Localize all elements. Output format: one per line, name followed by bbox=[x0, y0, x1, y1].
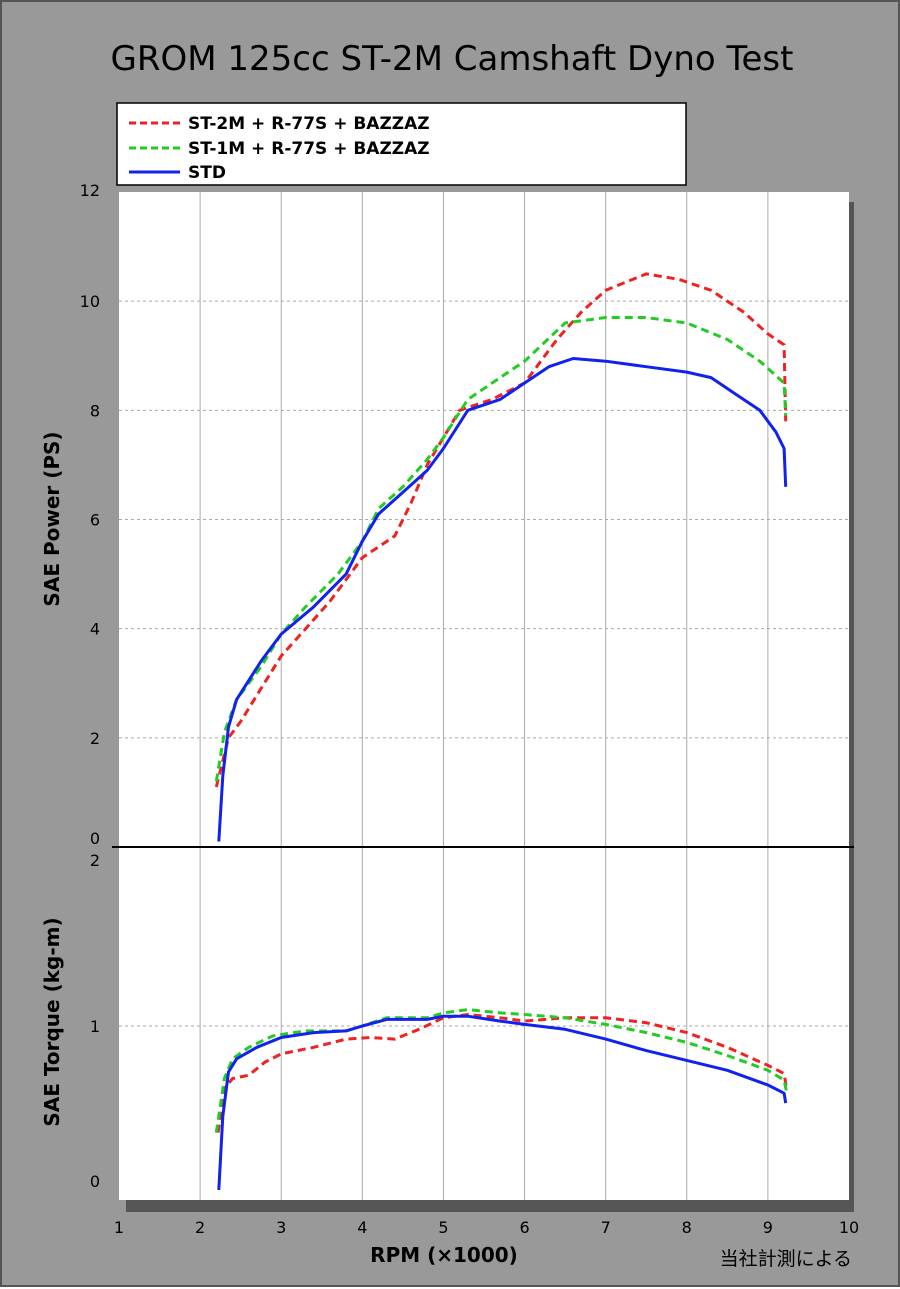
y-tick-label-power: 4 bbox=[90, 620, 100, 639]
x-tick-label: 10 bbox=[839, 1218, 859, 1237]
series-lines bbox=[214, 272, 788, 1191]
torque-axis-title: SAE Torque (kg-m) bbox=[40, 917, 64, 1126]
power-axis-title: SAE Power (PS) bbox=[40, 431, 64, 606]
legend-label-std: STD bbox=[188, 163, 226, 183]
torque-series-2 bbox=[217, 1014, 788, 1191]
legend-box bbox=[116, 102, 687, 186]
legend: ST-2M + R-77S + BAZZAZ ST-1M + R-77S + B… bbox=[116, 102, 687, 186]
plot-area bbox=[119, 192, 849, 1200]
x-axis-title: RPM (×1000) bbox=[370, 1243, 518, 1267]
y-tick-label-power: 0 bbox=[90, 829, 100, 848]
x-tick-label: 9 bbox=[763, 1218, 773, 1237]
y-tick-label-torque: 1 bbox=[90, 1017, 100, 1036]
chart-title: GROM 125cc ST-2M Camshaft Dyno Test bbox=[111, 39, 794, 79]
y-tick-label-torque: 2 bbox=[90, 851, 100, 870]
x-tick-label: 4 bbox=[357, 1218, 367, 1237]
x-tick-label: 6 bbox=[519, 1218, 529, 1237]
y-tick-label-power: 2 bbox=[90, 729, 100, 748]
grid-lines bbox=[119, 192, 849, 1200]
y-tick-label-power: 8 bbox=[90, 401, 100, 420]
x-tick-label: 3 bbox=[276, 1218, 286, 1237]
x-tick-label: 1 bbox=[114, 1218, 124, 1237]
y-tick-label-torque: 0 bbox=[90, 1172, 100, 1191]
torque-series-1 bbox=[214, 1008, 788, 1133]
x-tick-label: 2 bbox=[195, 1218, 205, 1237]
y-tick-label-power: 12 bbox=[80, 181, 100, 200]
y-tick-label-power: 10 bbox=[80, 292, 100, 311]
measurement-note: 当社計測による bbox=[720, 1248, 852, 1270]
x-tick-label: 8 bbox=[682, 1218, 692, 1237]
y-tick-label-power: 6 bbox=[90, 511, 100, 530]
legend-label-st1m: ST-1M + R-77S + BAZZAZ bbox=[188, 139, 430, 159]
legend-label-st2m: ST-2M + R-77S + BAZZAZ bbox=[188, 114, 430, 134]
power-series-1 bbox=[214, 316, 788, 782]
x-tick-label: 7 bbox=[601, 1218, 611, 1237]
power-series-2 bbox=[217, 357, 788, 842]
power-series-0 bbox=[214, 272, 788, 788]
x-tick-label: 5 bbox=[438, 1218, 448, 1237]
